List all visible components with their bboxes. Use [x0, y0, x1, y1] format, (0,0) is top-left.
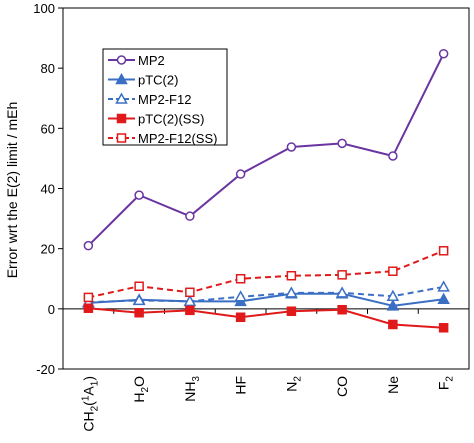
- series-mp2-f12-ss-: [83, 246, 449, 303]
- y-tick-label: 60: [41, 121, 55, 136]
- data-point: [337, 304, 347, 315]
- x-tick-label-part: 2: [445, 376, 456, 382]
- data-point: [134, 307, 144, 318]
- y-tick-label: 40: [41, 182, 55, 197]
- series-line: [88, 307, 444, 329]
- x-tick-label: NH3: [182, 376, 202, 402]
- x-tick-label: N2: [283, 376, 303, 392]
- y-tick-label: 0: [48, 302, 55, 317]
- x-tick-label-part: A: [80, 386, 96, 396]
- x-tick-label-part: 2: [140, 386, 151, 392]
- legend-label: pTC(2)(SS): [138, 112, 204, 127]
- series-ptc-2-ss-: [83, 303, 449, 333]
- data-point: [386, 299, 400, 311]
- data-point: [437, 280, 450, 292]
- data-point: [134, 281, 144, 292]
- y-tick-label: 20: [41, 242, 55, 257]
- data-point: [132, 293, 146, 306]
- x-tick-label-part: N: [283, 382, 299, 392]
- x-tick-label-part: O: [131, 376, 147, 387]
- data-point: [235, 169, 246, 179]
- legend-marker: [116, 133, 127, 143]
- data-point: [83, 303, 94, 313]
- data-point: [438, 323, 449, 333]
- legend-label: pTC(2): [138, 73, 178, 88]
- data-point: [337, 138, 347, 149]
- series-line: [88, 249, 444, 299]
- x-tick-label-part: Ne: [385, 376, 401, 394]
- data-point: [185, 305, 195, 316]
- y-tick-label: 80: [41, 61, 55, 76]
- y-tick-label: 100: [33, 1, 55, 16]
- x-tick-label: Ne: [385, 376, 401, 394]
- legend-label: MP2-F12(SS): [138, 131, 217, 146]
- x-tick-label: HF: [233, 376, 249, 395]
- data-point: [386, 289, 400, 301]
- data-point: [83, 240, 94, 251]
- x-tick-label-part: CH: [80, 411, 96, 431]
- x-tick-label-part: 2: [292, 376, 303, 382]
- data-point: [234, 290, 247, 302]
- legend-marker: [116, 113, 127, 124]
- data-point: [235, 274, 246, 284]
- x-tick-label-part: (: [80, 401, 96, 406]
- x-tick-label-part: H: [131, 392, 147, 402]
- data-point: [388, 151, 398, 161]
- x-tick-label-part: ): [80, 376, 96, 381]
- legend-label: MP2-F12: [138, 92, 191, 107]
- legend-marker: [115, 72, 128, 85]
- data-point: [185, 211, 195, 221]
- x-tick-label-part: F: [436, 382, 452, 391]
- data-point: [438, 48, 449, 59]
- data-point: [388, 319, 398, 330]
- x-tick-label-part: HF: [233, 376, 249, 395]
- data-point: [83, 292, 94, 303]
- series-line: [87, 53, 445, 247]
- legend-marker: [115, 92, 128, 104]
- x-tick-label-part: 1: [89, 380, 100, 386]
- data-point: [438, 246, 449, 256]
- legend: MP2 pTC(2) MP2-F12 pTC(2)(SS) MP2-F12(SS): [102, 48, 228, 146]
- data-point: [286, 270, 297, 281]
- data-point: [286, 306, 297, 316]
- data-point: [285, 286, 298, 298]
- data-point: [183, 294, 197, 307]
- x-tick-label: H2O: [131, 376, 151, 403]
- legend-marker: [116, 55, 127, 65]
- x-tick-label: CO: [334, 376, 350, 397]
- x-tick-label-part: CO: [334, 376, 350, 397]
- y-axis-label: Error wrt the E(2) limit / mEh: [4, 102, 20, 279]
- x-tick-label: CH2(1A1): [80, 376, 100, 432]
- data-point: [134, 190, 144, 200]
- data-point: [388, 266, 398, 276]
- data-point: [437, 292, 450, 304]
- series-line: [88, 292, 444, 307]
- x-tick-label: F2: [436, 376, 456, 391]
- y-tick-label: -20: [36, 362, 55, 377]
- x-tick-label-part: 3: [191, 376, 202, 382]
- legend-label: MP2: [138, 53, 165, 68]
- x-tick-label-part: NH: [182, 382, 198, 402]
- data-point: [335, 286, 349, 298]
- data-point: [185, 287, 195, 298]
- series-mp2: [83, 48, 449, 251]
- x-tick-label-part: 1: [80, 395, 91, 401]
- data-point: [286, 142, 297, 152]
- x-tick-label-part: 2: [89, 405, 100, 411]
- data-point: [337, 270, 347, 280]
- data-point: [235, 312, 246, 323]
